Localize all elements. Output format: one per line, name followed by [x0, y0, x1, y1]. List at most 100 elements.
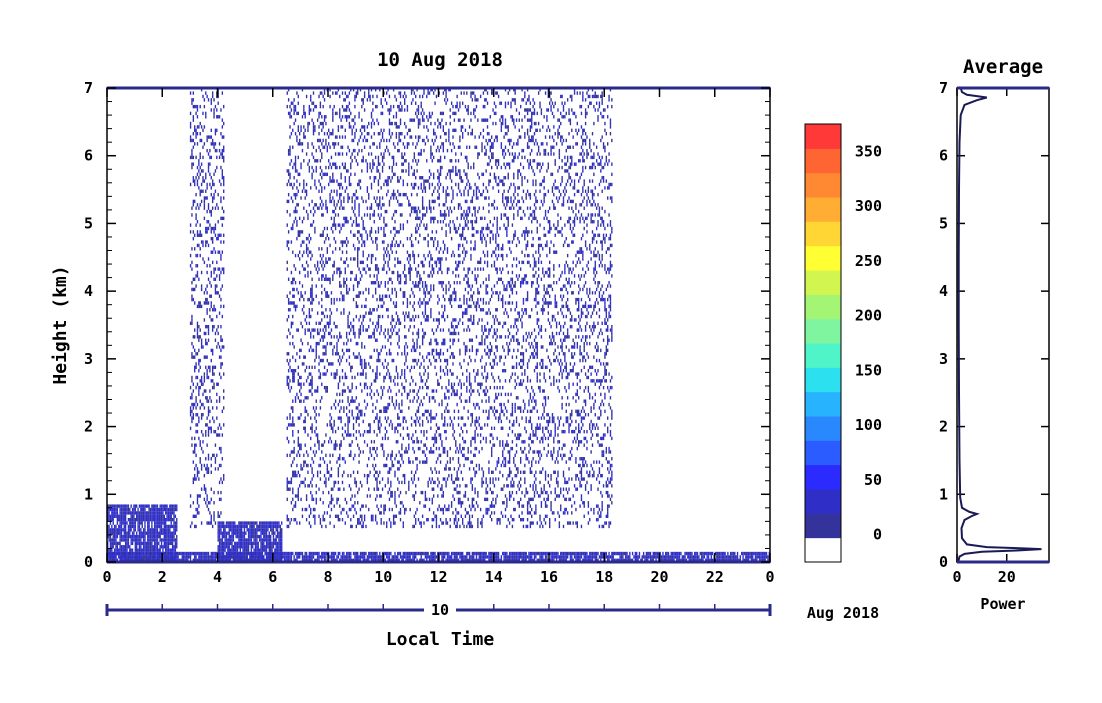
heatmap-cell — [406, 314, 409, 319]
heatmap-cell — [403, 511, 406, 515]
heatmap-cell — [473, 314, 475, 319]
heatmap-cell — [343, 280, 345, 285]
heatmap-cell — [339, 416, 341, 420]
heatmap-cell — [341, 145, 344, 149]
heatmap-cell — [496, 280, 498, 285]
heatmap-cell — [361, 148, 363, 153]
heatmap-cell — [323, 385, 326, 390]
heatmap-cell — [437, 257, 439, 261]
heatmap-cell — [391, 240, 393, 244]
heatmap-cell — [413, 389, 416, 393]
heatmap-cell — [477, 433, 479, 437]
heatmap-cell — [484, 389, 486, 393]
heatmap-cell — [423, 148, 425, 153]
heatmap-cell — [322, 501, 324, 505]
heatmap-cell — [490, 135, 493, 139]
heatmap-cell — [358, 267, 360, 271]
heatmap-cell — [286, 436, 288, 441]
heatmap-cell — [424, 142, 427, 146]
heatmap-cell — [341, 162, 344, 166]
heatmap-cell — [521, 517, 523, 522]
heatmap-cell — [446, 267, 449, 271]
heatmap-cell — [325, 260, 327, 265]
heatmap-cell — [409, 213, 411, 217]
heatmap-cell — [394, 257, 396, 261]
heatmap-cell — [386, 247, 388, 251]
heatmap-cell — [510, 338, 512, 342]
heatmap-cell — [318, 446, 320, 451]
heatmap-cell — [357, 501, 359, 505]
heatmap-cell — [435, 348, 438, 353]
heatmap-cell — [461, 314, 464, 319]
heatmap-cell — [351, 385, 353, 390]
heatmap-cell — [310, 335, 312, 339]
heatmap-cell — [387, 189, 389, 193]
heatmap-cell — [485, 409, 487, 414]
heatmap-cell — [471, 477, 474, 481]
heatmap-cell — [502, 196, 504, 200]
heatmap-cell — [311, 253, 313, 258]
heatmap-cell — [417, 284, 420, 288]
heatmap-cell — [417, 280, 420, 285]
heatmap-cell — [406, 142, 409, 146]
heatmap-cell — [388, 152, 391, 156]
heatmap-cell — [361, 260, 363, 265]
heatmap-cell — [412, 358, 414, 363]
heatmap-cell — [350, 389, 352, 393]
heatmap-cell — [296, 392, 298, 397]
heatmap-cell — [416, 362, 418, 366]
heatmap-cell — [522, 297, 525, 302]
heatmap-cell — [475, 348, 478, 353]
heatmap-cell — [515, 467, 518, 471]
heatmap-cell — [477, 196, 479, 200]
heatmap-cell — [403, 135, 406, 139]
heatmap-cell — [526, 504, 529, 508]
heatmap-cell — [408, 446, 410, 451]
heatmap-cell — [348, 176, 351, 180]
heatmap-cell — [310, 345, 312, 349]
heatmap-cell — [467, 304, 469, 309]
heatmap-cell — [388, 517, 391, 522]
heatmap-cell — [332, 264, 334, 268]
heatmap-cell — [363, 473, 366, 478]
heatmap-cell — [408, 480, 410, 485]
heatmap-cell — [298, 270, 301, 275]
heatmap-cell — [424, 331, 427, 336]
heatmap-cell — [496, 318, 498, 322]
heatmap-cell — [413, 118, 416, 122]
heatmap-cell — [369, 470, 371, 474]
heatmap-cell — [510, 375, 512, 380]
heatmap-cell — [467, 280, 469, 285]
heatmap-cell — [432, 416, 435, 420]
heatmap-cell — [508, 138, 511, 143]
heatmap-cell — [444, 213, 446, 217]
heatmap-cell — [503, 484, 505, 488]
heatmap-cell — [504, 301, 507, 305]
heatmap-cell — [373, 419, 375, 424]
heatmap-cell — [496, 230, 498, 234]
heatmap-cell — [463, 257, 465, 261]
heatmap-cell — [399, 321, 402, 325]
heatmap-cell — [452, 128, 454, 133]
heatmap-cell — [412, 159, 414, 163]
heatmap-cell — [468, 355, 471, 359]
heatmap-cell — [326, 385, 328, 390]
heatmap-cell — [372, 331, 374, 336]
heatmap-cell — [339, 399, 341, 403]
heatmap-cell — [362, 504, 364, 508]
heatmap-cell — [386, 294, 388, 298]
heatmap-cell — [518, 436, 520, 441]
heatmap-cell — [489, 352, 491, 356]
heatmap-cell — [372, 253, 374, 258]
heatmap-cell — [315, 186, 317, 190]
heatmap-cell — [387, 369, 389, 373]
heatmap-cell — [482, 280, 485, 285]
heatmap-cell — [311, 470, 313, 474]
heatmap-cell — [391, 453, 393, 458]
heatmap-cell — [446, 389, 449, 393]
heatmap-cell — [416, 399, 418, 403]
heatmap-cell — [486, 375, 489, 380]
heatmap-cell — [381, 392, 384, 397]
heatmap-cell — [376, 274, 378, 278]
heatmap-cell — [450, 331, 453, 336]
